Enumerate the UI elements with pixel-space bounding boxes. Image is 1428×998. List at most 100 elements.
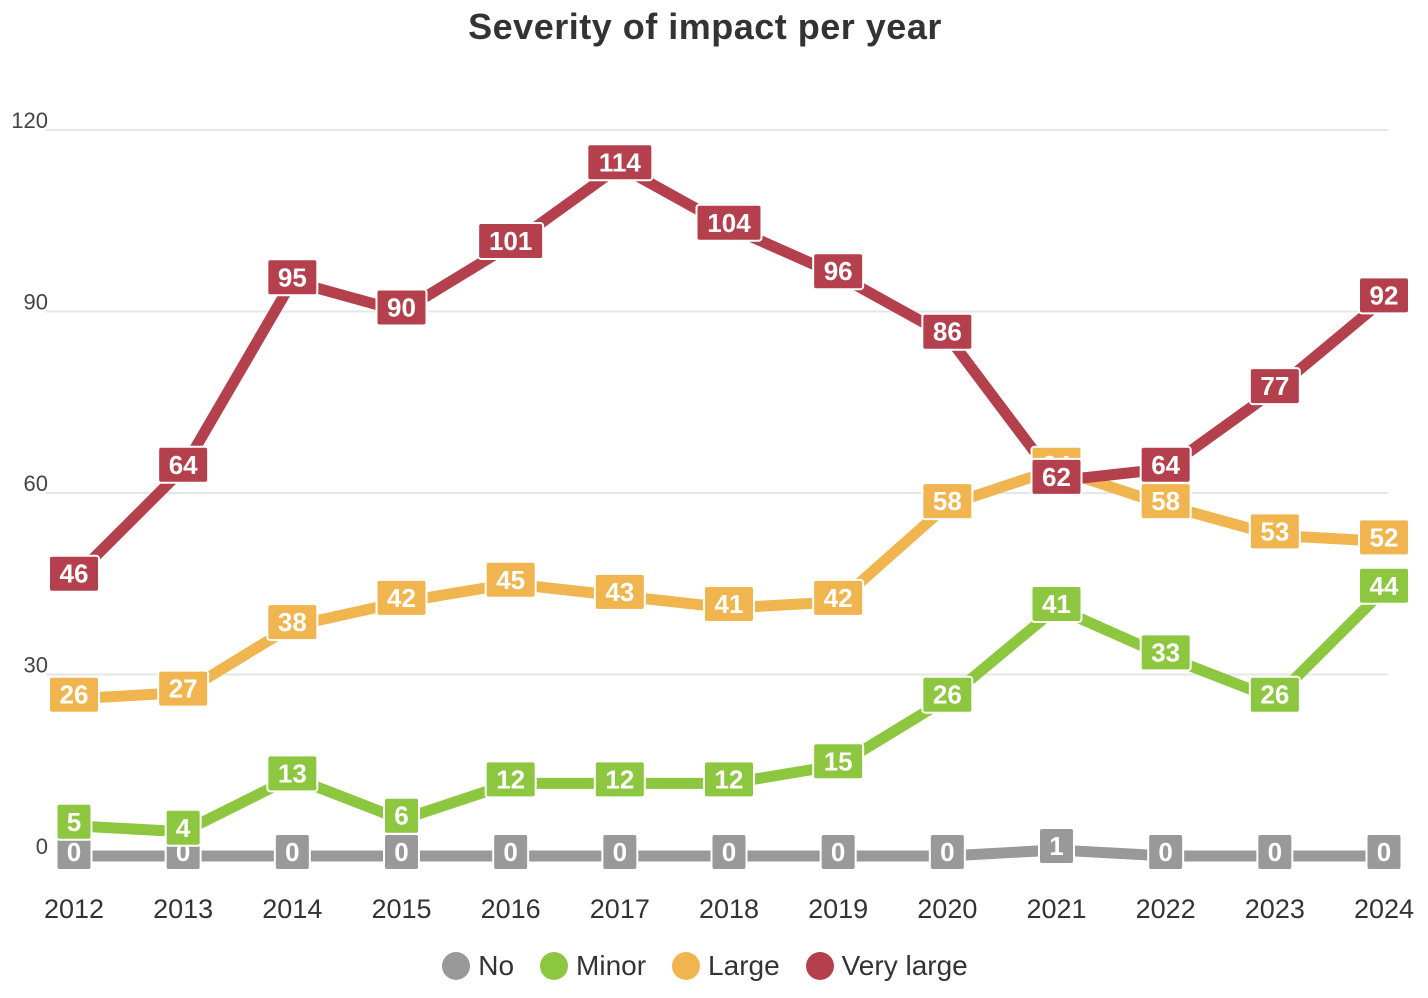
data-label-box <box>710 833 748 871</box>
x-tick-label: 2016 <box>481 894 541 924</box>
legend-label: Very large <box>841 950 968 981</box>
data-label-box <box>484 760 537 799</box>
data-label-value: 52 <box>1370 522 1399 552</box>
legend-label: Minor <box>576 950 647 981</box>
data-label-box <box>1139 445 1192 484</box>
data-label-minor: 15 <box>812 742 865 781</box>
data-label-box <box>1030 457 1083 496</box>
legend-marker <box>442 952 471 980</box>
data-label-value: 44 <box>1370 571 1399 601</box>
y-tick-label: 0 <box>36 834 48 859</box>
data-label-box <box>1365 833 1403 871</box>
data-label-large: 45 <box>484 560 537 599</box>
data-label-box <box>601 833 639 871</box>
legend-item-minor[interactable]: Minor <box>540 950 646 982</box>
data-label-box <box>812 742 865 781</box>
data-label-box <box>921 482 974 521</box>
legend-item-very-large[interactable]: Very large <box>805 950 968 982</box>
data-label-value: 46 <box>60 559 89 589</box>
data-label-box <box>266 258 319 297</box>
data-label-very-large: 104 <box>695 203 763 242</box>
data-label-minor: 44 <box>1358 566 1410 605</box>
data-label-no: 0 <box>710 833 748 871</box>
legend-label: No <box>478 950 515 981</box>
data-label-value: 27 <box>169 674 198 704</box>
data-label-box <box>48 554 100 593</box>
data-label-box <box>266 754 319 793</box>
data-label-value: 104 <box>707 208 751 238</box>
data-label-minor: 26 <box>921 675 974 714</box>
data-label-value: 64 <box>169 450 198 480</box>
data-label-large: 42 <box>812 578 865 617</box>
data-label-box <box>375 578 428 617</box>
legend-item-no[interactable]: No <box>442 950 514 982</box>
data-label-very-large: 64 <box>1139 445 1192 484</box>
data-label-box <box>703 584 755 623</box>
y-tick-label: 90 <box>24 290 48 315</box>
data-label-box <box>477 221 545 260</box>
data-label-minor: 5 <box>55 802 93 841</box>
data-label-box <box>1256 833 1294 871</box>
data-label-minor: 12 <box>593 760 646 799</box>
data-label-very-large: 95 <box>266 258 319 297</box>
data-label-no: 0 <box>928 833 966 871</box>
data-label-box <box>375 288 428 327</box>
data-label-minor: 12 <box>703 760 755 799</box>
data-label-value: 38 <box>278 607 307 637</box>
data-label-box <box>157 445 210 484</box>
data-label-value: 12 <box>605 764 634 794</box>
data-label-value: 26 <box>933 680 962 710</box>
data-label-box <box>593 572 646 611</box>
data-label-very-large: 62 <box>1030 457 1083 496</box>
x-tick-label: 2021 <box>1026 894 1086 924</box>
data-label-box <box>484 560 537 599</box>
data-label-value: 41 <box>1042 589 1071 619</box>
data-label-large: 41 <box>703 584 755 623</box>
data-label-box <box>1248 512 1301 551</box>
data-label-box <box>1358 566 1410 605</box>
data-label-box <box>1038 826 1075 865</box>
data-label-value: 1 <box>1049 831 1063 861</box>
data-label-value: 0 <box>1377 837 1391 867</box>
data-label-large: 52 <box>1358 518 1410 557</box>
legend-item-large[interactable]: Large <box>672 950 780 982</box>
x-tick-label: 2012 <box>44 894 104 924</box>
data-label-very-large: 114 <box>586 143 654 182</box>
data-label-value: 114 <box>599 147 641 177</box>
data-label-value: 64 <box>1151 450 1180 480</box>
data-label-large: 27 <box>157 669 210 708</box>
data-label-box <box>383 796 420 835</box>
data-label-very-large: 92 <box>1358 276 1410 315</box>
data-label-no: 0 <box>273 833 311 871</box>
data-label-value: 26 <box>1260 680 1289 710</box>
data-label-box <box>695 203 763 242</box>
data-label-box <box>1030 584 1083 623</box>
data-label-value: 96 <box>824 256 853 286</box>
data-label-large: 38 <box>266 603 319 642</box>
data-label-minor: 6 <box>383 796 420 835</box>
data-label-value: 43 <box>605 577 634 607</box>
chart-title: Severity of impact per year <box>468 6 942 47</box>
data-label-large: 58 <box>1139 482 1192 521</box>
data-label-box <box>1358 276 1410 315</box>
data-label-minor: 4 <box>164 808 202 847</box>
data-label-value: 12 <box>715 764 744 794</box>
data-label-value: 33 <box>1151 637 1180 667</box>
data-label-value: 77 <box>1260 371 1289 401</box>
legend-marker <box>805 952 834 980</box>
data-label-value: 42 <box>824 583 853 613</box>
data-label-value: 41 <box>715 589 744 619</box>
data-label-very-large: 64 <box>157 445 210 484</box>
x-tick-label: 2022 <box>1136 894 1196 924</box>
data-label-box <box>273 833 311 871</box>
data-label-value: 6 <box>394 801 408 831</box>
data-label-very-large: 96 <box>812 252 865 291</box>
x-tick-label: 2020 <box>917 894 977 924</box>
data-label-value: 0 <box>722 837 736 867</box>
data-label-box <box>586 143 654 182</box>
data-label-value: 90 <box>387 293 416 323</box>
y-tick-label: 120 <box>11 108 48 133</box>
data-label-value: 0 <box>503 837 517 867</box>
data-label-box <box>48 675 100 714</box>
